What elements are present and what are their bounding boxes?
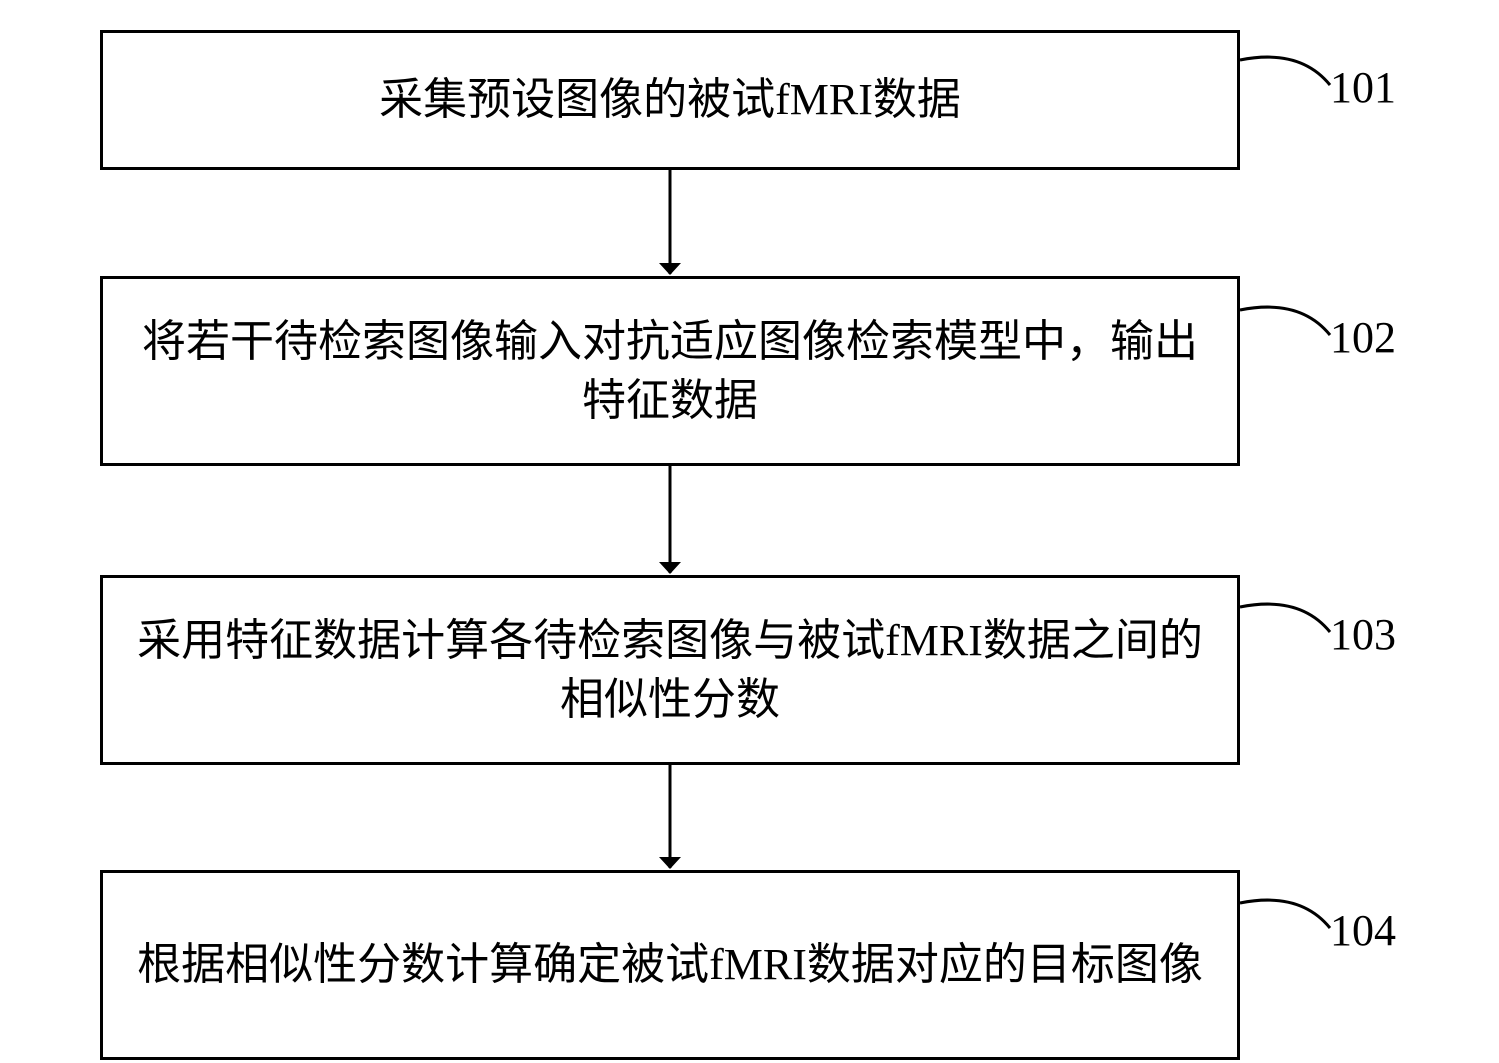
leader-n1 [1240, 57, 1330, 85]
leader-n3 [1240, 604, 1330, 632]
flow-node-n3: 采用特征数据计算各待检索图像与被试fMRI数据之间的相似性分数 [100, 575, 1240, 765]
flow-node-text: 采用特征数据计算各待检索图像与被试fMRI数据之间的相似性分数 [123, 611, 1217, 730]
flowchart-canvas: 采集预设图像的被试fMRI数据将若干待检索图像输入对抗适应图像检索模型中，输出特… [0, 0, 1499, 1063]
flow-node-n2: 将若干待检索图像输入对抗适应图像检索模型中，输出特征数据 [100, 276, 1240, 466]
step-label-n1: 101 [1330, 62, 1396, 113]
flow-node-n4: 根据相似性分数计算确定被试fMRI数据对应的目标图像 [100, 870, 1240, 1060]
flow-node-n1: 采集预设图像的被试fMRI数据 [100, 30, 1240, 170]
leader-n2 [1240, 307, 1330, 335]
flow-node-text: 根据相似性分数计算确定被试fMRI数据对应的目标图像 [137, 935, 1203, 994]
flow-node-text: 将若干待检索图像输入对抗适应图像检索模型中，输出特征数据 [123, 312, 1217, 431]
step-label-n3: 103 [1330, 609, 1396, 660]
leader-n4 [1240, 900, 1330, 928]
flow-node-text: 采集预设图像的被试fMRI数据 [379, 70, 961, 129]
step-label-n2: 102 [1330, 312, 1396, 363]
step-label-n4: 104 [1330, 905, 1396, 956]
